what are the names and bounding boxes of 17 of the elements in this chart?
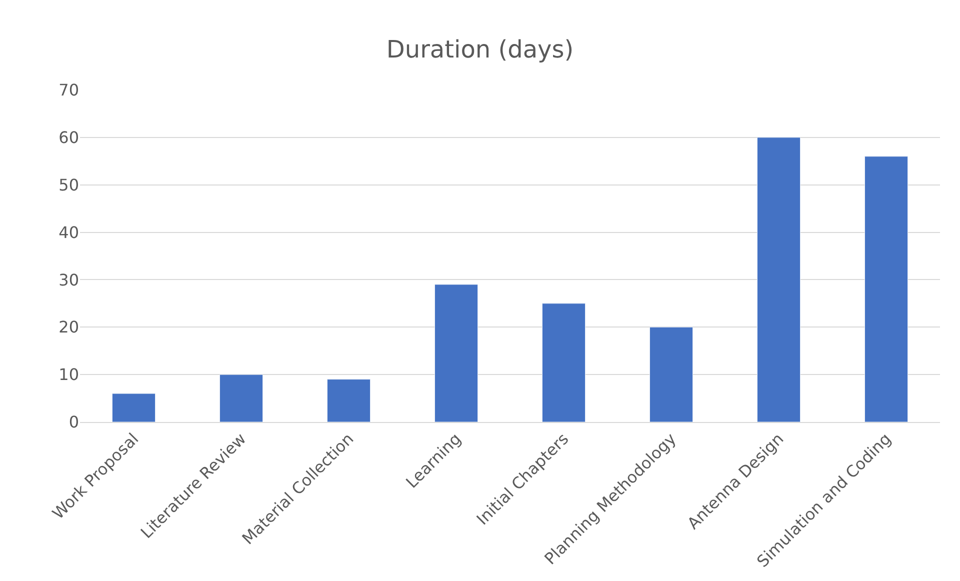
y-tick-label: 30 <box>58 270 79 290</box>
bar <box>112 393 156 422</box>
bar <box>757 137 800 422</box>
y-tick-label: 70 <box>58 80 79 100</box>
bar <box>434 284 478 422</box>
bar <box>864 156 908 422</box>
bar <box>650 326 693 422</box>
y-tick-label: 40 <box>58 222 79 242</box>
y-tick-label: 60 <box>58 128 79 148</box>
y-tick-label: 10 <box>58 365 79 384</box>
y-tick-label: 20 <box>58 318 79 337</box>
bar <box>220 374 263 422</box>
bar <box>542 303 586 422</box>
chart-title: Duration (days) <box>386 35 574 64</box>
bar <box>327 379 370 422</box>
y-tick-label: 0 <box>68 412 79 432</box>
y-tick-label: 50 <box>58 175 79 194</box>
